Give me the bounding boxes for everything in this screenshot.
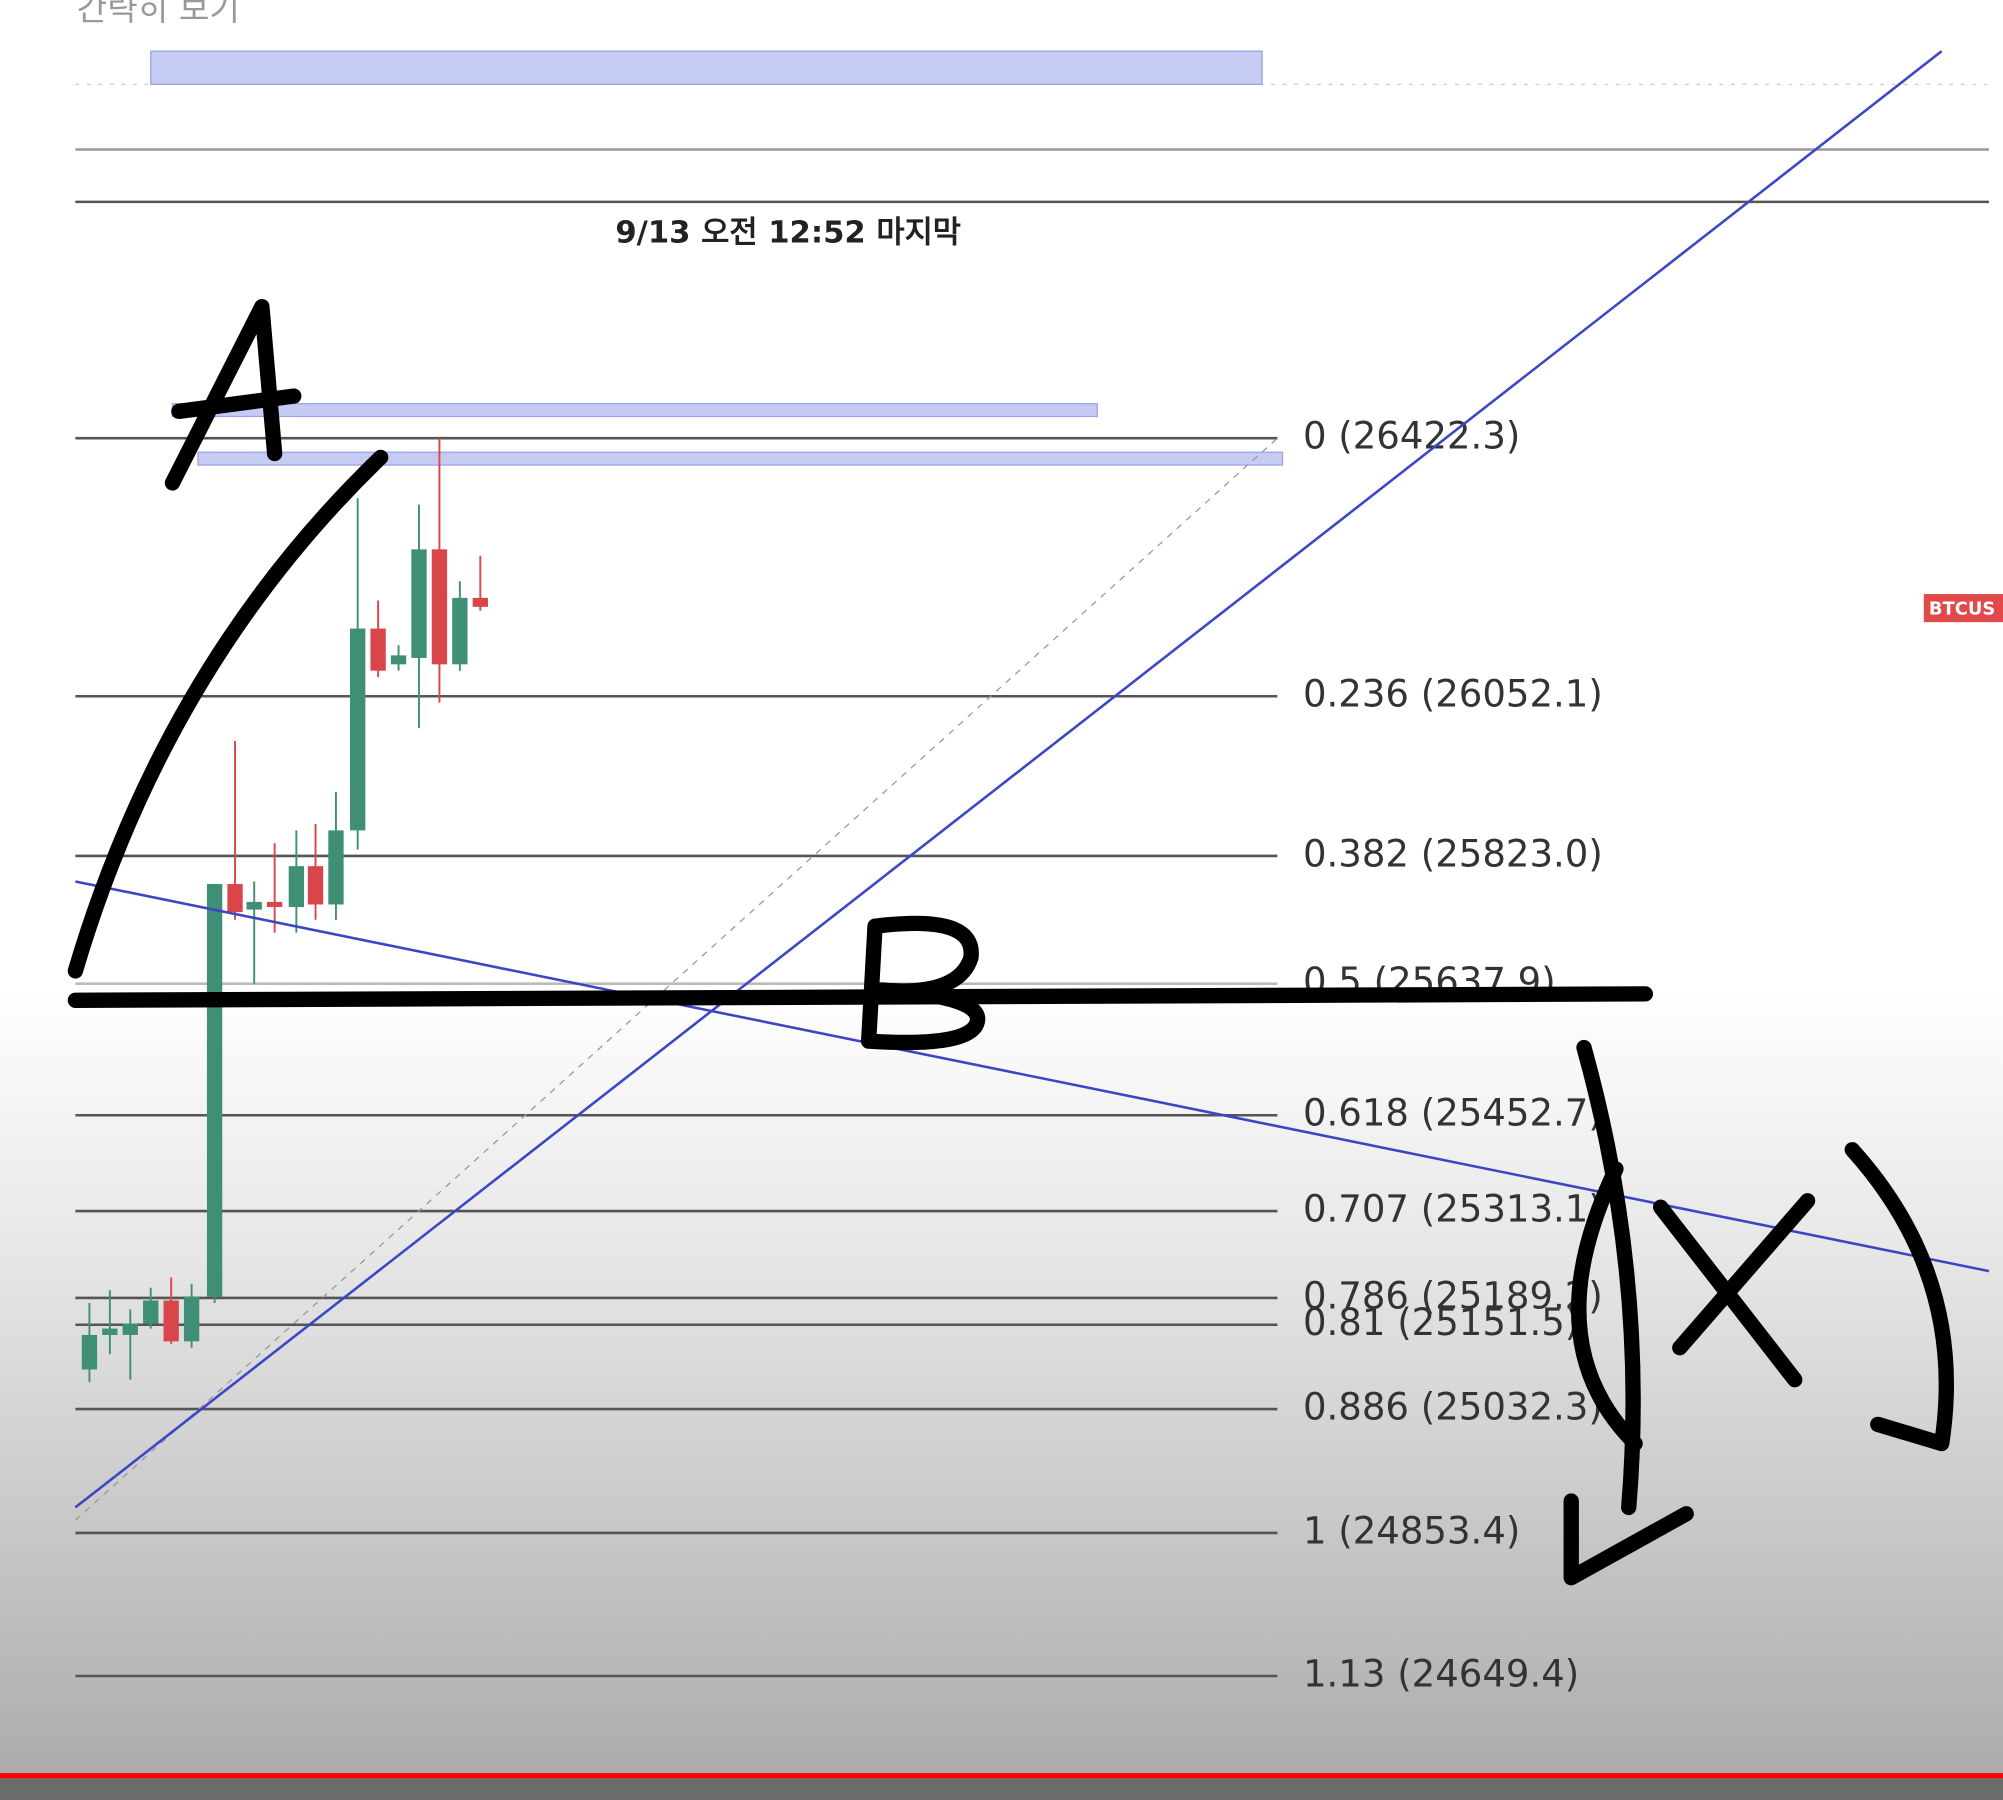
paren-right — [1844, 1142, 1954, 1452]
candle-body — [183, 1296, 200, 1342]
paren-left — [1563, 1039, 1694, 1586]
candle-body — [411, 549, 427, 658]
candle-body — [81, 1334, 98, 1370]
candle-body — [431, 549, 448, 665]
collapse-link[interactable]: 간략히 보기 — [77, 0, 240, 28]
candle-body — [370, 628, 386, 671]
candle-body — [246, 901, 262, 910]
fib-label: 0.236 (26052.1) — [1303, 673, 1603, 716]
fib-label: 1.13 (24649.4) — [1303, 1653, 1579, 1696]
fib-label: 0.382 (25823.0) — [1303, 832, 1603, 875]
candle-body — [143, 1300, 159, 1324]
candle-body — [328, 830, 344, 905]
candle-body — [452, 597, 468, 665]
fib-trend — [74, 437, 1278, 1521]
fib-levels: 0 (26422.3) 0.236 (26052.1) 0.382 (25823.0… — [75, 415, 1603, 1696]
candle-body — [390, 655, 407, 665]
zone-box — [171, 403, 1098, 418]
candle-body — [122, 1323, 138, 1335]
candle-body — [206, 884, 223, 1297]
candle-body — [307, 866, 324, 905]
candle-body — [266, 901, 283, 908]
hand-drawing — [67, 298, 1954, 1586]
letter-x — [1652, 1193, 1816, 1388]
letter-a-bar — [171, 388, 302, 420]
last-update: 9/13 오전 12:52 마지막 — [615, 215, 961, 250]
zone-box — [197, 451, 1284, 466]
candle-body — [350, 628, 366, 831]
fib-label: 0.81 (25151.5) — [1303, 1301, 1579, 1344]
symbol-tag-bg — [1923, 594, 2003, 623]
fib-label: 0.618 (25452.7) — [1303, 1092, 1603, 1135]
candle-body — [102, 1328, 118, 1335]
candles — [81, 438, 488, 1383]
trend-line — [74, 50, 1943, 1509]
candle-body — [288, 866, 305, 908]
fib-label: 0.886 (25032.3) — [1303, 1386, 1603, 1429]
trend-line — [75, 880, 1990, 1273]
line-b — [67, 986, 1653, 1008]
player-bar — [0, 1778, 2003, 1800]
progress-bar[interactable] — [0, 1773, 2003, 1779]
candle-body — [163, 1300, 179, 1342]
candle-body — [227, 884, 243, 913]
curve — [67, 449, 389, 979]
candle-body — [472, 597, 488, 607]
fib-label: 0.707 (25313.1) — [1303, 1188, 1603, 1231]
zone-box — [150, 50, 1263, 86]
letter-b — [860, 915, 986, 1051]
fib-label: 0.786 (25189.2) — [1303, 1274, 1603, 1317]
fib-label: 0 (26422.3) — [1303, 415, 1520, 458]
symbol-tag: BTCUS — [1929, 598, 1995, 619]
fib-label: 1 (24853.4) — [1303, 1509, 1520, 1552]
